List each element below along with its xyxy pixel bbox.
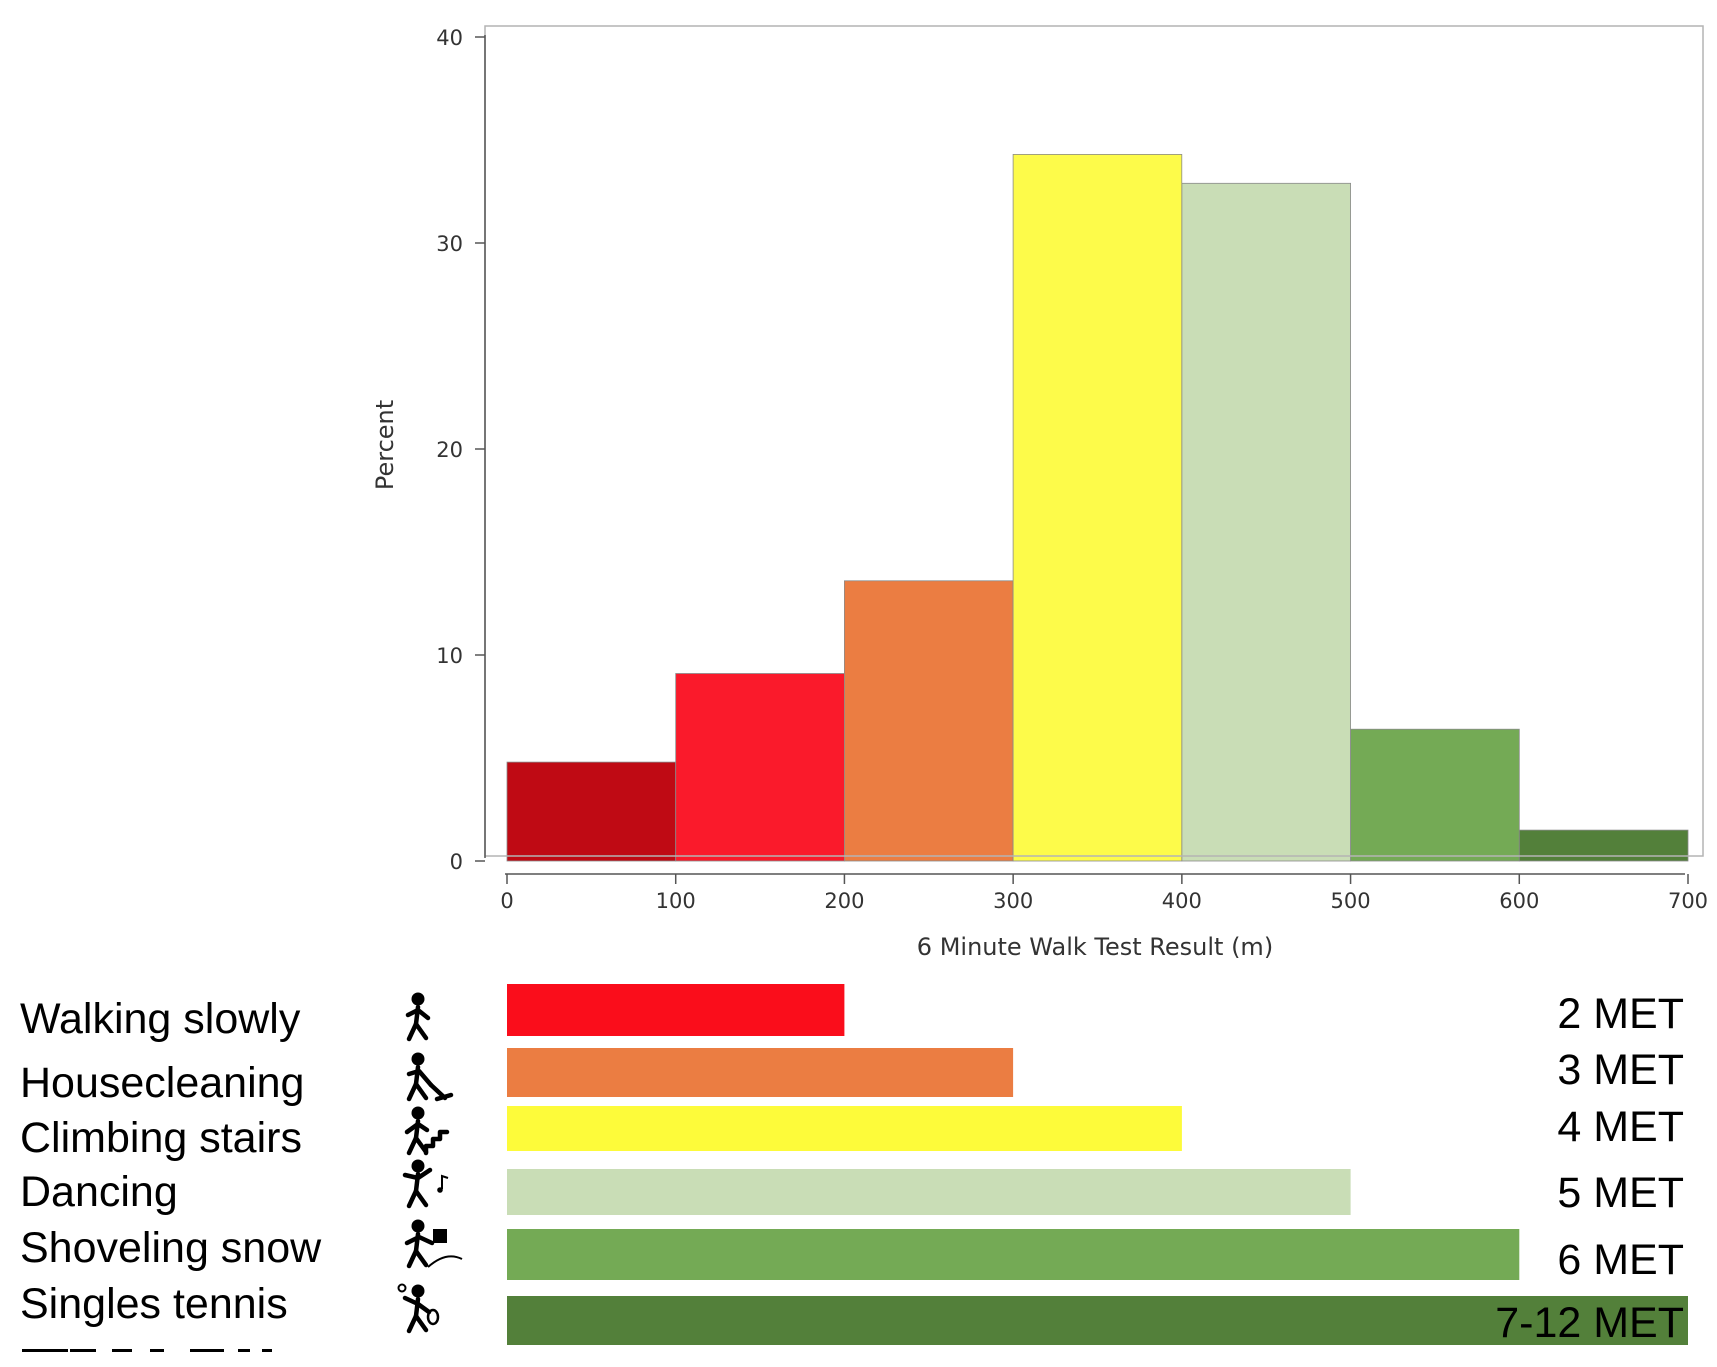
walking-person-icon bbox=[405, 992, 431, 1042]
y-tick-label: 10 bbox=[436, 644, 463, 668]
met-label: 2 MET bbox=[1557, 990, 1684, 1038]
x-tick-label: 500 bbox=[1331, 889, 1371, 913]
met-label: 3 MET bbox=[1557, 1046, 1684, 1094]
histogram-bars bbox=[506, 153, 1689, 862]
x-axis-ticks: 0 100 200 300 400 500 600 700 bbox=[500, 874, 1708, 913]
activity-label: Shoveling snow bbox=[20, 1224, 322, 1272]
x-tick-label: 400 bbox=[1162, 889, 1202, 913]
x-tick-label: 300 bbox=[993, 889, 1033, 913]
activity-bar bbox=[507, 1169, 1351, 1215]
y-axis-title: Percent bbox=[371, 400, 399, 490]
stair-climbing-person-icon bbox=[404, 1106, 450, 1156]
dancing-person-icon bbox=[402, 1159, 449, 1209]
x-tick-label: 200 bbox=[824, 889, 864, 913]
histogram-bar bbox=[675, 673, 845, 862]
activity-label: Singles tennis bbox=[20, 1280, 288, 1328]
activity-bar bbox=[507, 984, 845, 1036]
shoveling-person-icon bbox=[404, 1219, 463, 1269]
activity-label: Climbing stairs bbox=[20, 1114, 302, 1162]
y-tick-label: 30 bbox=[436, 232, 463, 256]
histogram-bar bbox=[1350, 728, 1520, 862]
histogram-bar bbox=[1181, 182, 1352, 862]
activity-met-scale: Walking slowly 2 MET Housecleaning 3 MET Cli… bbox=[20, 984, 1688, 1352]
activity-label: Walking slowly bbox=[20, 995, 301, 1043]
histogram-bar bbox=[1012, 153, 1183, 862]
x-axis-title: 6 Minute Walk Test Result (m) bbox=[917, 933, 1273, 961]
x-tick-label: 600 bbox=[1499, 889, 1539, 913]
met-label: 6 MET bbox=[1557, 1236, 1684, 1284]
activity-label: Housecleaning bbox=[20, 1059, 304, 1107]
tennis-player-icon bbox=[397, 1283, 440, 1334]
activity-bar bbox=[507, 1296, 1688, 1345]
x-tick-label: 100 bbox=[656, 889, 696, 913]
housecleaning-person-icon bbox=[406, 1052, 454, 1102]
y-tick-label: 0 bbox=[450, 850, 463, 874]
x-tick-label: 0 bbox=[500, 889, 513, 913]
y-tick-label: 40 bbox=[436, 26, 463, 50]
clipped-text-fragment bbox=[22, 1349, 272, 1352]
met-label: 7-12 MET bbox=[1495, 1299, 1684, 1347]
activity-bar bbox=[507, 1229, 1520, 1280]
histogram-bar bbox=[844, 580, 1014, 862]
histogram-bar bbox=[506, 761, 677, 862]
met-label: 4 MET bbox=[1557, 1103, 1684, 1151]
y-tick-label: 20 bbox=[436, 438, 463, 462]
histogram: 0 10 20 30 40 0 100 200 300 400 500 600 700 Percent… bbox=[371, 25, 1708, 961]
x-tick-label: 700 bbox=[1668, 889, 1708, 913]
activity-bar bbox=[507, 1048, 1014, 1097]
activity-bar bbox=[507, 1106, 1182, 1151]
met-label: 5 MET bbox=[1557, 1169, 1684, 1217]
activity-label: Dancing bbox=[20, 1168, 178, 1216]
y-axis-ticks: 0 10 20 30 40 bbox=[436, 26, 485, 874]
